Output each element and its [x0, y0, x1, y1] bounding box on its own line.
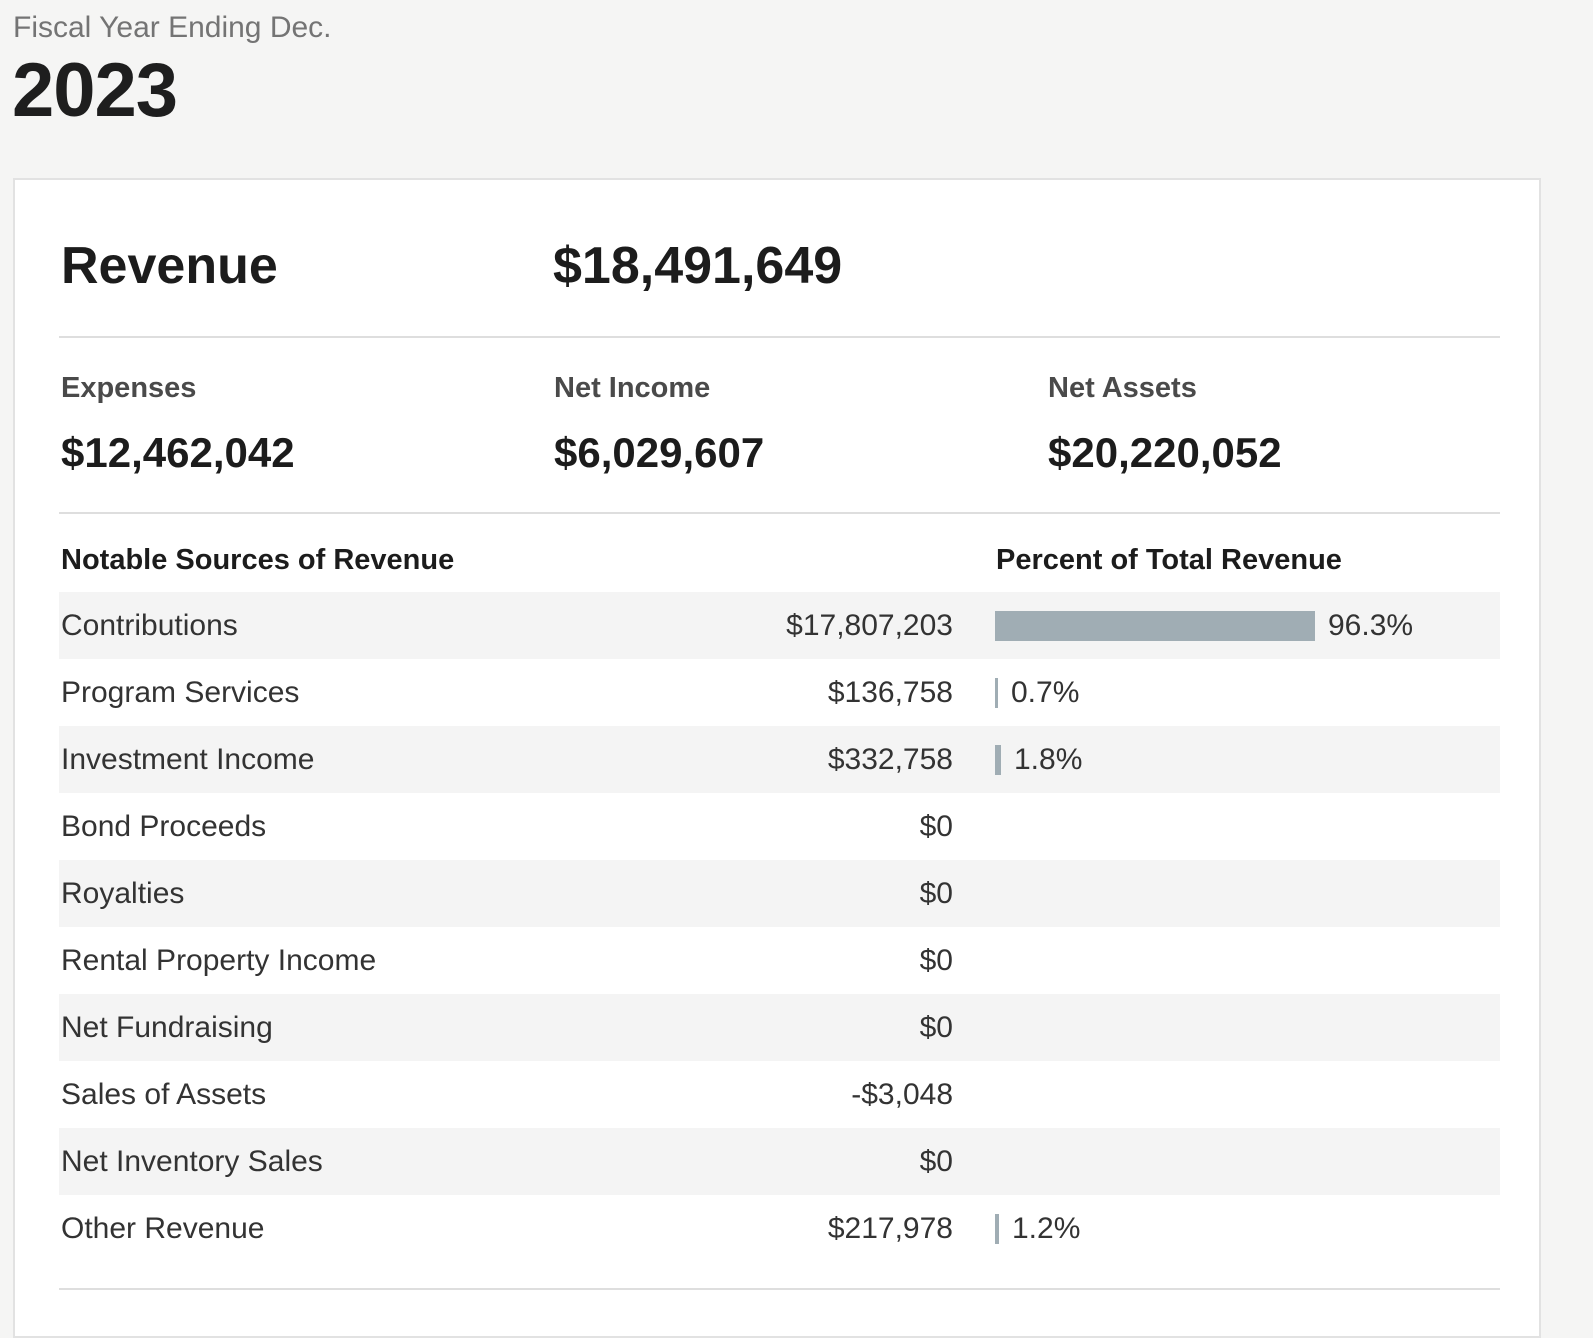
revenue-source-name: Rental Property Income: [61, 944, 377, 977]
percent-cell: 1.8%: [995, 726, 1082, 793]
divider: [59, 1288, 1500, 1290]
table-row: Bond Proceeds $0: [59, 793, 1500, 860]
revenue-source-name: Royalties: [61, 877, 185, 910]
revenue-source-amount: $217,978: [827, 1212, 953, 1245]
percent-bar: [995, 744, 1001, 775]
percent-cell: 0.7%: [995, 659, 1079, 726]
table-row: Royalties $0: [59, 860, 1500, 927]
net-assets-label: Net Assets: [1048, 372, 1197, 404]
table-row: Contributions $17,807,203 96.3%: [59, 592, 1500, 659]
revenue-source-name: Program Services: [61, 676, 300, 709]
revenue-source-amount: $0: [919, 1145, 953, 1178]
net-assets-value: $20,220,052: [1048, 429, 1282, 476]
table-row: Other Revenue $217,978 1.2%: [59, 1195, 1500, 1262]
expenses-metric: Expenses $12,462,042: [61, 368, 295, 478]
column-header-percent: Percent of Total Revenue: [996, 544, 1342, 576]
revenue-source-name: Other Revenue: [61, 1212, 265, 1245]
table-row: Sales of Assets -$3,048: [59, 1061, 1500, 1128]
revenue-source-amount: $136,758: [827, 676, 953, 709]
net-assets-metric: Net Assets $20,220,052: [1048, 368, 1282, 478]
column-header-source: Notable Sources of Revenue: [61, 544, 455, 576]
revenue-source-name: Net Inventory Sales: [61, 1145, 323, 1178]
percent-cell: 96.3%: [995, 592, 1413, 659]
percent-bar: [995, 1213, 999, 1244]
revenue-source-amount: $0: [919, 810, 953, 843]
revenue-table: Contributions $17,807,203 96.3% Program Ser…: [59, 592, 1500, 1262]
table-row: Program Services $136,758 0.7%: [59, 659, 1500, 726]
percent-label: 0.7%: [1011, 676, 1080, 709]
revenue-source-amount: $0: [919, 944, 953, 977]
percent-label: 1.2%: [1012, 1212, 1081, 1245]
expenses-value: $12,462,042: [61, 429, 295, 476]
percent-label: 96.3%: [1328, 609, 1414, 642]
divider: [59, 336, 1500, 338]
fiscal-year: 2023: [12, 48, 178, 133]
revenue-source-name: Investment Income: [61, 743, 315, 776]
net-income-metric: Net Income $6,029,607: [554, 368, 764, 478]
revenue-source-amount: -$3,048: [851, 1078, 953, 1111]
revenue-value: $18,491,649: [553, 237, 843, 295]
net-income-label: Net Income: [554, 372, 711, 404]
fiscal-year-label: Fiscal Year Ending Dec.: [13, 11, 332, 44]
expenses-label: Expenses: [61, 372, 197, 404]
revenue-source-name: Sales of Assets: [61, 1078, 267, 1111]
table-row: Net Inventory Sales $0: [59, 1128, 1500, 1195]
revenue-label: Revenue: [61, 237, 278, 295]
divider: [59, 512, 1500, 514]
percent-bar: [995, 610, 1315, 641]
revenue-source-amount: $0: [919, 1011, 953, 1044]
revenue-source-amount: $0: [919, 877, 953, 910]
revenue-source-name: Contributions: [61, 609, 238, 642]
table-row: Rental Property Income $0: [59, 927, 1500, 994]
percent-cell: 1.2%: [995, 1195, 1080, 1262]
percent-label: 1.8%: [1014, 743, 1083, 776]
revenue-source-name: Bond Proceeds: [61, 810, 267, 843]
revenue-source-amount: $17,807,203: [786, 609, 953, 642]
percent-bar: [995, 677, 998, 708]
table-row: Investment Income $332,758 1.8%: [59, 726, 1500, 793]
revenue-source-name: Net Fundraising: [61, 1011, 273, 1044]
revenue-source-amount: $332,758: [827, 743, 953, 776]
net-income-value: $6,029,607: [554, 429, 765, 476]
table-row: Net Fundraising $0: [59, 994, 1500, 1061]
financial-card: Revenue $18,491,649 Expenses $12,462,042…: [13, 178, 1541, 1338]
